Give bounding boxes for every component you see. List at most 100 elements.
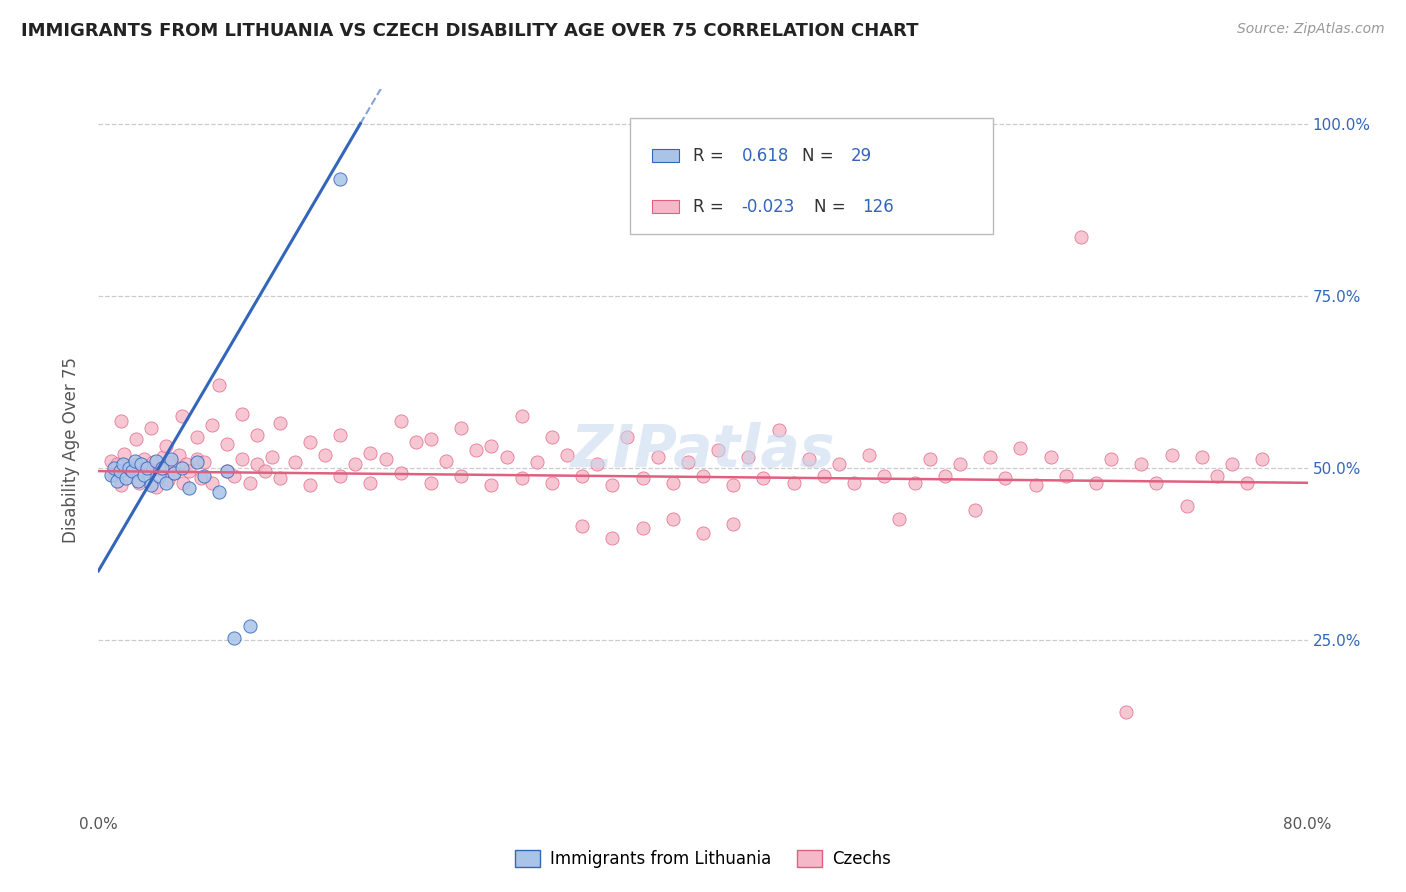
Text: 29: 29 [851,146,872,165]
Point [201,417,224,432]
Point [661,512,683,526]
FancyBboxPatch shape [652,149,679,162]
Point [1175,499,1198,513]
Point [224,469,246,483]
Point [994,471,1017,485]
Point [128,475,150,490]
Point [186,430,208,444]
Point [110,478,132,492]
Point [1160,448,1182,462]
Point [156,473,179,487]
Point [889,512,911,526]
Point [979,450,1001,465]
Point [661,475,683,490]
Point [1206,469,1229,483]
Point [193,455,215,469]
Point [768,423,790,437]
Point [555,448,578,462]
Point [1115,705,1137,719]
Point [389,466,412,480]
Point [344,457,367,471]
Point [299,434,322,449]
Point [231,407,253,421]
Point [121,464,143,478]
Point [239,475,262,490]
Point [105,457,128,471]
Point [170,409,193,423]
Point [918,452,941,467]
Point [481,478,503,492]
Point [239,619,262,633]
Point [1039,450,1062,465]
Point [269,471,291,485]
Point [692,526,714,541]
Point [201,475,224,490]
Point [571,519,593,533]
Y-axis label: Disability Age Over 75: Disability Age Over 75 [62,358,80,543]
Point [797,452,820,467]
Point [155,475,177,490]
Point [647,450,669,465]
Point [118,462,141,476]
FancyBboxPatch shape [652,200,679,213]
Point [1251,452,1274,467]
Point [125,432,148,446]
Point [1236,475,1258,490]
Point [526,455,548,469]
Point [813,469,835,483]
Text: R =: R = [693,197,730,216]
Point [571,469,593,483]
Point [215,464,238,478]
Point [450,469,472,483]
Point [1085,475,1108,490]
Text: 126: 126 [863,197,894,216]
Point [174,457,197,471]
Text: IMMIGRANTS FROM LITHUANIA VS CZECH DISABILITY AGE OVER 75 CORRELATION CHART: IMMIGRANTS FROM LITHUANIA VS CZECH DISAB… [21,22,918,40]
Point [208,378,231,392]
Point [949,457,972,471]
Point [148,462,170,476]
Point [904,475,927,490]
Point [631,521,654,535]
Point [329,171,352,186]
Point [114,471,136,485]
Point [163,466,186,480]
Point [602,478,624,492]
Point [873,469,896,483]
Point [110,414,132,428]
Point [160,452,183,467]
Point [193,469,215,483]
Point [179,481,201,495]
Point [752,471,775,485]
Point [1191,450,1213,465]
Point [148,469,170,483]
Point [540,475,562,490]
Point [360,475,382,490]
Legend: Immigrants from Lithuania, Czechs: Immigrants from Lithuania, Czechs [509,843,897,875]
Point [737,450,759,465]
Point [170,460,193,475]
Text: R =: R = [693,146,730,165]
Point [118,460,141,475]
Point [510,471,533,485]
Point [1099,452,1122,467]
Point [246,457,269,471]
Point [179,464,201,478]
Point [262,450,284,465]
Point [141,421,163,435]
Point [124,454,146,468]
Point [1024,478,1046,492]
Point [100,454,122,468]
Point [215,436,238,450]
Point [253,464,276,478]
Point [692,469,714,483]
Point [103,467,125,482]
Text: N =: N = [803,146,839,165]
Point [329,427,352,442]
Point [602,531,624,545]
Point [208,484,231,499]
Point [100,467,122,482]
Point [190,471,212,485]
Point [934,469,956,483]
Point [132,452,155,467]
